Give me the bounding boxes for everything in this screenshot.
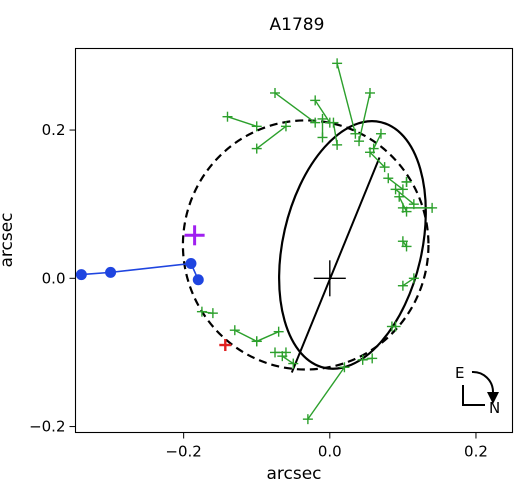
green-offset-line	[369, 151, 386, 168]
plot-frame	[74, 47, 514, 434]
compass-north-label: N	[489, 399, 500, 417]
blue-series-point	[192, 274, 204, 286]
green-offset-line	[387, 177, 404, 190]
green-offset-line	[274, 92, 316, 124]
green-offset-line	[336, 63, 357, 134]
compass-east-label: E	[455, 364, 464, 382]
compass-east-arm	[462, 385, 485, 406]
blue-series-point	[105, 266, 117, 278]
major-axis-line	[290, 157, 381, 373]
green-offset-line	[373, 133, 382, 149]
blue-series-point	[75, 269, 87, 281]
green-offset-line	[256, 331, 279, 342]
axis-ticks: −0.2 0.0 0.2 −0.2 0.0 0.2	[29, 121, 488, 460]
x-tick-label: 0.0	[318, 443, 342, 461]
green-offset-line	[227, 116, 257, 128]
green-offset-line	[234, 329, 258, 342]
green-offset-line	[307, 366, 345, 420]
blue-series-line	[81, 262, 199, 281]
x-tick-label: 0.2	[464, 443, 488, 461]
y-tick-label: 0.0	[42, 269, 66, 287]
y-axis-label: arcsec	[0, 212, 17, 267]
axes	[74, 47, 514, 434]
plot-area	[75, 58, 438, 425]
chart-title: A1789	[270, 15, 325, 35]
compass-arc	[471, 370, 495, 393]
green-offset-line	[281, 355, 294, 365]
compass-arrow-icon	[487, 392, 499, 404]
x-tick-label: −0.2	[165, 443, 201, 461]
blue-series-point	[185, 257, 197, 269]
green-offset-line	[358, 92, 371, 142]
dashed-critical-curve	[181, 119, 430, 371]
compass-rose: E N	[455, 364, 500, 417]
y-tick-label: 0.2	[42, 121, 66, 139]
solid-critical-curve	[278, 120, 427, 370]
y-tick-label: −0.2	[29, 418, 65, 436]
green-offset-line	[402, 277, 415, 287]
green-offset-line	[256, 125, 287, 150]
x-axis-label: arcsec	[266, 464, 321, 484]
